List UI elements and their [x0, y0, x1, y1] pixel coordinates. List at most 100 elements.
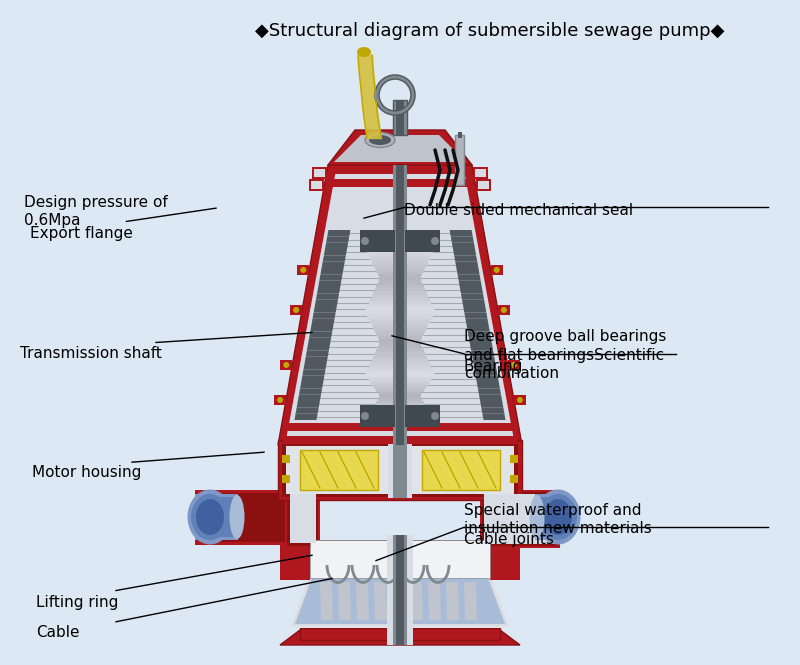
Bar [475, 179, 490, 191]
Polygon shape [367, 304, 433, 307]
Bar [478, 181, 489, 189]
Polygon shape [461, 293, 484, 300]
Polygon shape [369, 301, 431, 304]
Ellipse shape [230, 495, 245, 539]
Polygon shape [319, 275, 481, 281]
Polygon shape [379, 279, 421, 282]
Polygon shape [374, 267, 426, 270]
Polygon shape [305, 356, 328, 363]
Polygon shape [378, 398, 422, 401]
Bar [393, 100, 407, 135]
Circle shape [361, 237, 369, 245]
Polygon shape [378, 336, 422, 339]
Polygon shape [379, 394, 421, 396]
Polygon shape [320, 582, 333, 620]
Polygon shape [374, 582, 387, 620]
Text: Motor housing: Motor housing [32, 465, 142, 481]
Polygon shape [302, 369, 326, 376]
Polygon shape [379, 396, 421, 398]
Polygon shape [298, 394, 502, 401]
Polygon shape [455, 261, 478, 268]
Bar [484, 494, 556, 544]
Circle shape [431, 237, 439, 245]
Text: Cable: Cable [36, 625, 79, 640]
Polygon shape [378, 346, 422, 349]
Polygon shape [374, 405, 426, 407]
Polygon shape [370, 257, 430, 261]
Polygon shape [374, 291, 426, 295]
Polygon shape [376, 390, 424, 392]
Polygon shape [374, 352, 426, 356]
Polygon shape [327, 230, 350, 236]
Polygon shape [374, 263, 426, 267]
Polygon shape [450, 230, 473, 236]
Polygon shape [305, 356, 495, 363]
Polygon shape [300, 382, 323, 388]
Polygon shape [372, 407, 428, 410]
Bar [274, 395, 286, 405]
Polygon shape [334, 135, 466, 162]
Polygon shape [366, 372, 434, 375]
Polygon shape [369, 412, 431, 414]
Circle shape [510, 362, 517, 368]
Polygon shape [366, 307, 434, 310]
Polygon shape [280, 540, 520, 545]
Polygon shape [297, 401, 503, 408]
Polygon shape [374, 289, 426, 291]
Polygon shape [318, 281, 482, 287]
Polygon shape [295, 408, 505, 414]
Polygon shape [316, 293, 339, 300]
Polygon shape [322, 261, 345, 268]
Polygon shape [374, 388, 426, 390]
Polygon shape [299, 388, 501, 394]
Polygon shape [282, 436, 518, 444]
Polygon shape [309, 331, 491, 338]
Polygon shape [462, 300, 485, 306]
Polygon shape [306, 350, 494, 356]
Polygon shape [482, 414, 506, 420]
Bar [482, 492, 558, 546]
Ellipse shape [539, 494, 577, 540]
Polygon shape [374, 327, 426, 329]
Circle shape [283, 362, 290, 368]
Polygon shape [367, 313, 433, 317]
Polygon shape [297, 401, 320, 408]
Polygon shape [326, 236, 474, 243]
Polygon shape [290, 575, 510, 628]
Polygon shape [379, 342, 421, 346]
Polygon shape [450, 236, 474, 243]
Polygon shape [200, 493, 288, 542]
Polygon shape [479, 394, 502, 401]
Polygon shape [378, 282, 422, 285]
Polygon shape [376, 332, 424, 336]
Polygon shape [328, 130, 472, 165]
Polygon shape [460, 287, 483, 293]
Circle shape [277, 397, 283, 403]
Polygon shape [464, 582, 477, 620]
Polygon shape [474, 369, 498, 376]
Bar [290, 305, 302, 315]
Polygon shape [469, 338, 492, 344]
Polygon shape [318, 281, 342, 287]
Polygon shape [376, 285, 424, 289]
Polygon shape [311, 319, 334, 325]
Polygon shape [286, 170, 514, 440]
Polygon shape [310, 325, 334, 331]
Polygon shape [317, 287, 340, 293]
Circle shape [361, 412, 369, 420]
Polygon shape [453, 249, 476, 255]
Text: Special waterproof and
insulation new materials: Special waterproof and insulation new ma… [464, 503, 652, 537]
Polygon shape [468, 331, 491, 338]
Bar [396, 535, 404, 645]
Bar [282, 455, 290, 463]
Polygon shape [458, 275, 481, 281]
Bar [387, 535, 413, 645]
Bar [535, 494, 570, 540]
Bar [393, 535, 407, 645]
Bar [474, 167, 489, 179]
Polygon shape [480, 401, 503, 408]
Ellipse shape [191, 494, 229, 540]
Polygon shape [310, 325, 490, 331]
Polygon shape [376, 349, 424, 352]
Polygon shape [295, 408, 318, 414]
